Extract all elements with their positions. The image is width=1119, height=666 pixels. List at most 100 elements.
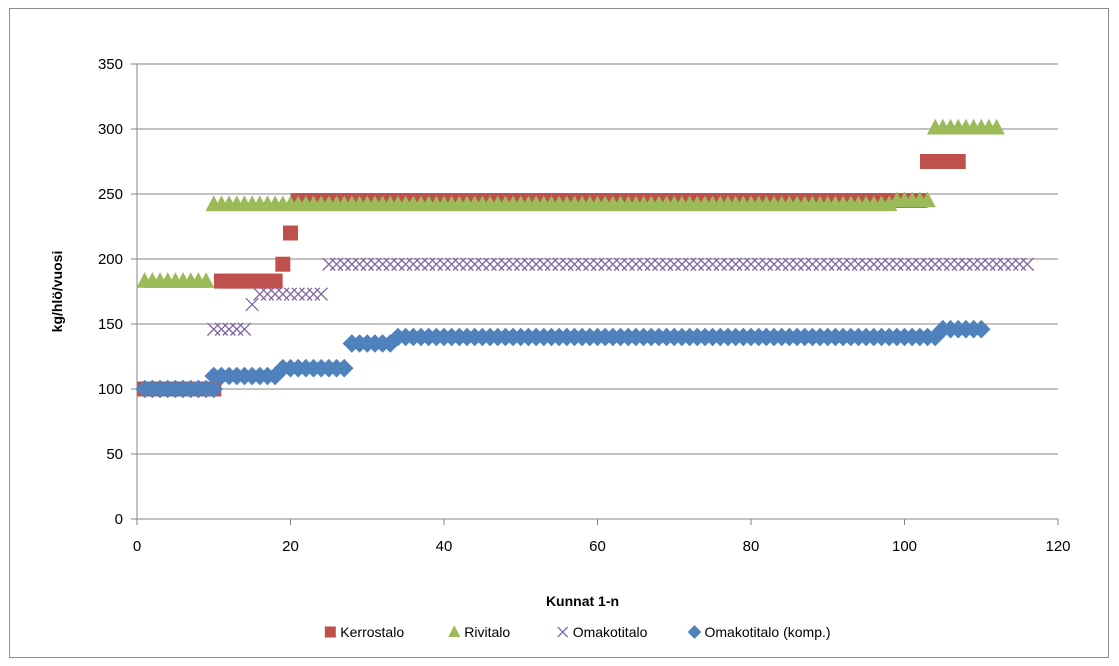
y-tick-label: 100 bbox=[98, 381, 123, 398]
legend-label: Omakotitalo (komp.) bbox=[705, 624, 831, 640]
marker-x bbox=[990, 258, 1003, 271]
marker-x bbox=[261, 288, 274, 301]
marker-x bbox=[614, 258, 627, 271]
marker-x bbox=[791, 258, 804, 271]
marker-x bbox=[453, 258, 466, 271]
marker-x bbox=[967, 258, 980, 271]
marker-x bbox=[814, 258, 827, 271]
marker-x bbox=[775, 258, 788, 271]
x-tick-label: 100 bbox=[892, 538, 917, 555]
marker-x bbox=[230, 323, 243, 336]
marker-x bbox=[1006, 258, 1019, 271]
marker-x bbox=[844, 258, 857, 271]
marker-x bbox=[829, 258, 842, 271]
marker-x bbox=[653, 258, 666, 271]
marker-x bbox=[691, 258, 704, 271]
x-tick-label: 60 bbox=[589, 538, 606, 555]
marker-x bbox=[376, 258, 389, 271]
x-tick-label: 20 bbox=[282, 538, 299, 555]
marker-x bbox=[254, 288, 267, 301]
legend-item: Omakotitalo bbox=[558, 624, 648, 640]
marker-x bbox=[361, 258, 374, 271]
marker-x bbox=[445, 258, 458, 271]
y-tick-label: 0 bbox=[115, 511, 123, 528]
marker-x bbox=[461, 258, 474, 271]
marker-x bbox=[522, 258, 535, 271]
marker-x bbox=[607, 258, 620, 271]
marker-x bbox=[284, 288, 297, 301]
marker-square bbox=[325, 627, 336, 638]
y-tick-label: 50 bbox=[106, 446, 123, 463]
marker-x bbox=[346, 258, 359, 271]
x-tick-label: 120 bbox=[1045, 538, 1070, 555]
marker-x bbox=[1013, 258, 1026, 271]
marker-x bbox=[215, 323, 228, 336]
marker-x bbox=[568, 258, 581, 271]
marker-x bbox=[468, 258, 481, 271]
marker-x bbox=[906, 258, 919, 271]
marker-x bbox=[683, 258, 696, 271]
marker-square bbox=[951, 154, 966, 169]
marker-x bbox=[484, 258, 497, 271]
marker-x bbox=[868, 258, 881, 271]
y-axis-title: kg/hlö/vuosi bbox=[49, 251, 65, 333]
marker-x bbox=[944, 258, 957, 271]
chart-frame: 0 50 100 150 200 250 300 350 0 20 40 60 80 100 120 Kun… bbox=[9, 8, 1109, 658]
marker-x bbox=[752, 258, 765, 271]
marker-x bbox=[300, 288, 313, 301]
marker-x bbox=[307, 288, 320, 301]
marker-x bbox=[1021, 258, 1034, 271]
legend-item: Rivitalo bbox=[448, 624, 510, 640]
marker-x bbox=[323, 258, 336, 271]
marker-x bbox=[891, 258, 904, 271]
marker-square bbox=[275, 257, 290, 272]
marker-x bbox=[246, 298, 259, 311]
marker-x bbox=[821, 258, 834, 271]
series-rivitalo bbox=[136, 119, 1004, 288]
marker-x bbox=[929, 258, 942, 271]
marker-x bbox=[637, 258, 650, 271]
marker-x bbox=[545, 258, 558, 271]
marker-x bbox=[537, 258, 550, 271]
marker-x bbox=[353, 258, 366, 271]
marker-x bbox=[292, 288, 305, 301]
marker-x bbox=[699, 258, 712, 271]
marker-x bbox=[706, 258, 719, 271]
marker-x bbox=[921, 258, 934, 271]
marker-square bbox=[283, 226, 298, 241]
marker-x bbox=[952, 258, 965, 271]
marker-x bbox=[422, 258, 435, 271]
marker-x bbox=[722, 258, 735, 271]
x-axis-title: Kunnat 1-n bbox=[546, 593, 619, 609]
marker-x bbox=[798, 258, 811, 271]
marker-x bbox=[676, 258, 689, 271]
marker-x bbox=[514, 258, 527, 271]
marker-x bbox=[399, 258, 412, 271]
marker-x bbox=[729, 258, 742, 271]
legend-item: Kerrostalo bbox=[325, 624, 405, 640]
marker-x bbox=[630, 258, 643, 271]
marker-x bbox=[430, 258, 443, 271]
marker-x bbox=[745, 258, 758, 271]
axes: 0 50 100 150 200 250 300 350 0 20 40 60 80 100 120 bbox=[98, 56, 1071, 555]
marker-x bbox=[737, 258, 750, 271]
series-kerrostalo bbox=[137, 154, 966, 397]
marker-square bbox=[268, 274, 283, 289]
y-tick-label: 350 bbox=[98, 56, 123, 73]
legend-label: Rivitalo bbox=[464, 624, 510, 640]
marker-x bbox=[998, 258, 1011, 271]
marker-x bbox=[975, 258, 988, 271]
marker-x bbox=[960, 258, 973, 271]
marker-x bbox=[499, 258, 512, 271]
marker-x bbox=[898, 258, 911, 271]
marker-x bbox=[238, 323, 251, 336]
legend: Kerrostalo Rivitalo Omakotitalo Omakotitalo… bbox=[325, 624, 831, 640]
marker-x bbox=[668, 258, 681, 271]
marker-x bbox=[223, 323, 236, 336]
marker-x bbox=[622, 258, 635, 271]
grid-lines bbox=[137, 64, 1058, 454]
marker-x bbox=[507, 258, 520, 271]
y-tick-label: 250 bbox=[98, 186, 123, 203]
marker-x bbox=[561, 258, 574, 271]
chart-svg: 0 50 100 150 200 250 300 350 0 20 40 60 80 100 120 Kun… bbox=[10, 9, 1110, 659]
